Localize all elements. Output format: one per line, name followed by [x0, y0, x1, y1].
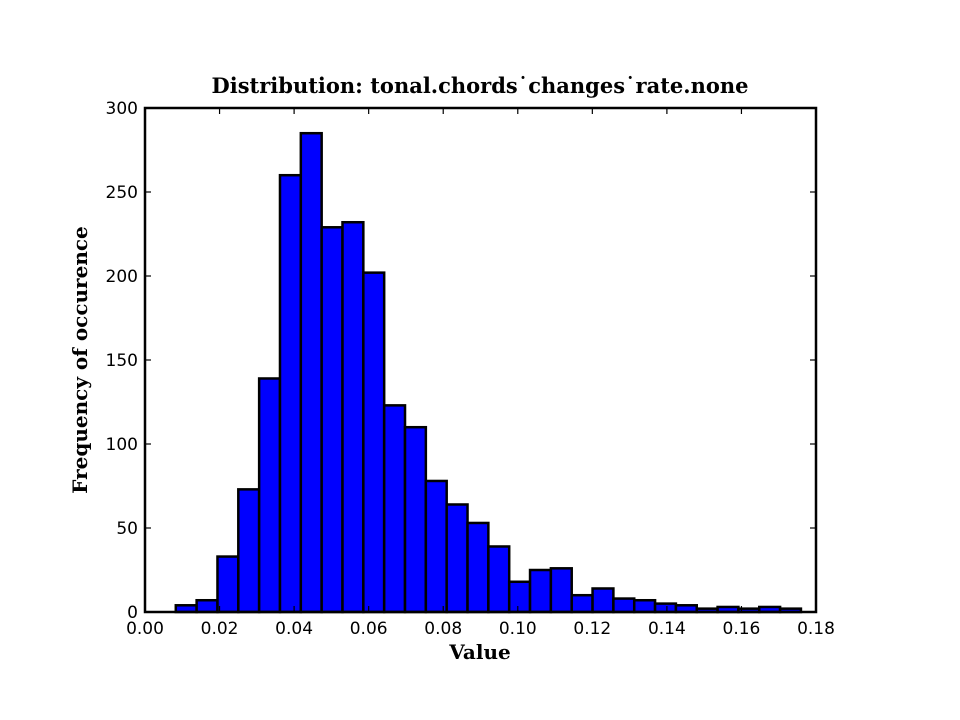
histogram-bar — [257, 377, 282, 614]
x-tick-label: 0.06 — [350, 619, 388, 639]
y-tick-label: 200 — [106, 267, 138, 287]
y-tick-label: 250 — [106, 183, 138, 203]
histogram-bar — [195, 598, 219, 614]
histogram-bar — [278, 173, 303, 614]
histogram-bar — [507, 580, 532, 614]
histogram-bar — [362, 271, 386, 614]
x-tick-label: 0.00 — [126, 619, 164, 639]
histogram-bar — [341, 220, 365, 614]
histogram-bar — [299, 131, 323, 614]
histogram-bar — [570, 593, 594, 614]
histogram-bar — [632, 598, 657, 614]
histogram-bar — [466, 521, 490, 614]
histogram-bar — [445, 503, 469, 614]
x-tick-label: 0.18 — [797, 619, 835, 639]
y-axis: 0 50 100 150 200 250 300 — [106, 99, 816, 623]
y-tick-label: 100 — [106, 435, 138, 455]
x-axis-label: Value — [448, 640, 511, 664]
y-axis-label: Frequency of occurence — [68, 226, 92, 494]
x-tick-label: 0.16 — [723, 619, 761, 639]
y-tick-label: 300 — [106, 99, 138, 119]
histogram-bar — [487, 545, 511, 614]
histogram-bar — [612, 597, 636, 614]
bars-group — [174, 131, 803, 614]
x-tick-label: 0.02 — [201, 619, 239, 639]
histogram-bar — [403, 425, 428, 614]
histogram-bar — [591, 587, 615, 614]
histogram-bar — [424, 479, 448, 614]
x-tick-label: 0.08 — [424, 619, 462, 639]
x-axis: 0.00 0.02 0.04 0.06 0.08 0.10 0.12 0.14 0.16 0.18 — [126, 108, 835, 639]
x-tick-label: 0.12 — [573, 619, 611, 639]
histogram-bar — [382, 404, 407, 614]
x-tick-label: 0.04 — [275, 619, 313, 639]
histogram-bar — [653, 602, 678, 614]
y-tick-label: 50 — [116, 519, 138, 539]
histogram-bar — [216, 555, 240, 614]
y-tick-label: 0 — [127, 603, 138, 623]
y-tick-label: 150 — [106, 351, 138, 371]
histogram-bar — [237, 488, 261, 614]
histogram-bar — [320, 226, 344, 614]
x-tick-label: 0.10 — [499, 619, 537, 639]
histogram-bar — [528, 568, 553, 614]
chart-title: Distribution: tonal.chords˙changes˙rate.… — [212, 73, 749, 98]
x-tick-label: 0.14 — [648, 619, 686, 639]
histogram-bar — [549, 567, 573, 614]
